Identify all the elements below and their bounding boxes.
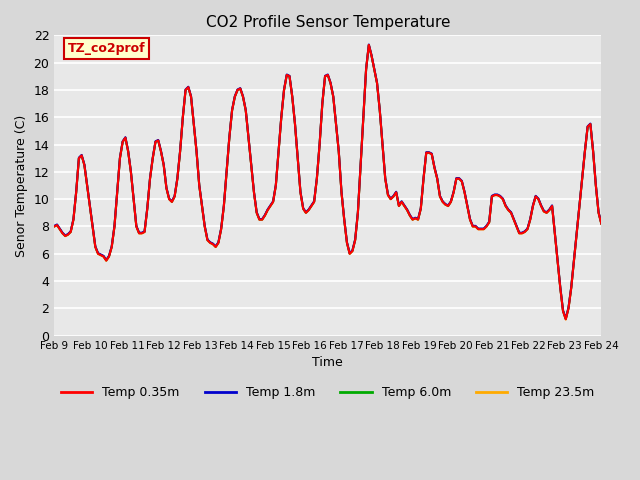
Y-axis label: Senor Temperature (C): Senor Temperature (C) [15, 114, 28, 257]
Text: TZ_co2prof: TZ_co2prof [68, 42, 145, 55]
Legend: Temp 0.35m, Temp 1.8m, Temp 6.0m, Temp 23.5m: Temp 0.35m, Temp 1.8m, Temp 6.0m, Temp 2… [56, 382, 600, 405]
Title: CO2 Profile Sensor Temperature: CO2 Profile Sensor Temperature [205, 15, 450, 30]
X-axis label: Time: Time [312, 356, 343, 369]
